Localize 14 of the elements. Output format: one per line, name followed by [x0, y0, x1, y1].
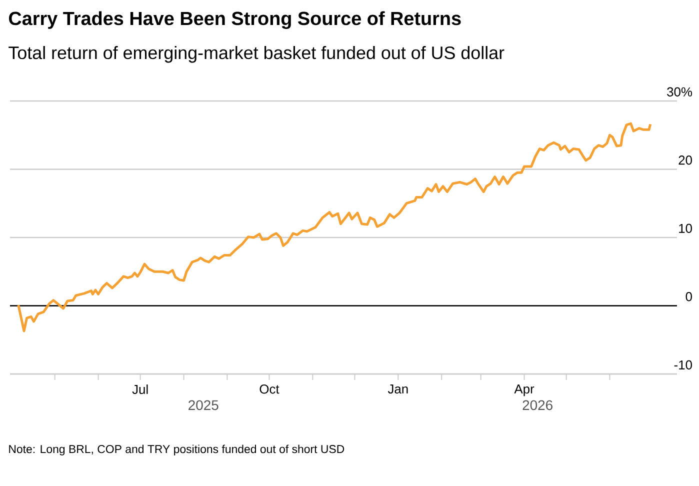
- chart-subtitle: Total return of emerging-market basket funded out of US dollar: [8, 46, 504, 63]
- y-tick-label: 20: [678, 156, 692, 165]
- x-tick-label: Jan: [388, 384, 408, 394]
- y-tick-label: 30%: [667, 87, 692, 96]
- x-tick-label: Oct: [260, 384, 280, 394]
- text: Note: Long BRL, COP and TRY positions funded out of short USD: [9, 444, 344, 456]
- chart-title: Carry Trades Have Been Strong Source of Returns: [8, 11, 461, 30]
- y-tick-label: 0: [686, 292, 692, 302]
- text: 2025: [188, 400, 218, 410]
- text: 2026: [522, 400, 552, 410]
- x-tick-label: Apr: [514, 384, 534, 396]
- y-tick-label: 10: [679, 224, 692, 233]
- y-tick-label: -10: [674, 360, 692, 370]
- x-tick-label: Jul: [132, 384, 148, 394]
